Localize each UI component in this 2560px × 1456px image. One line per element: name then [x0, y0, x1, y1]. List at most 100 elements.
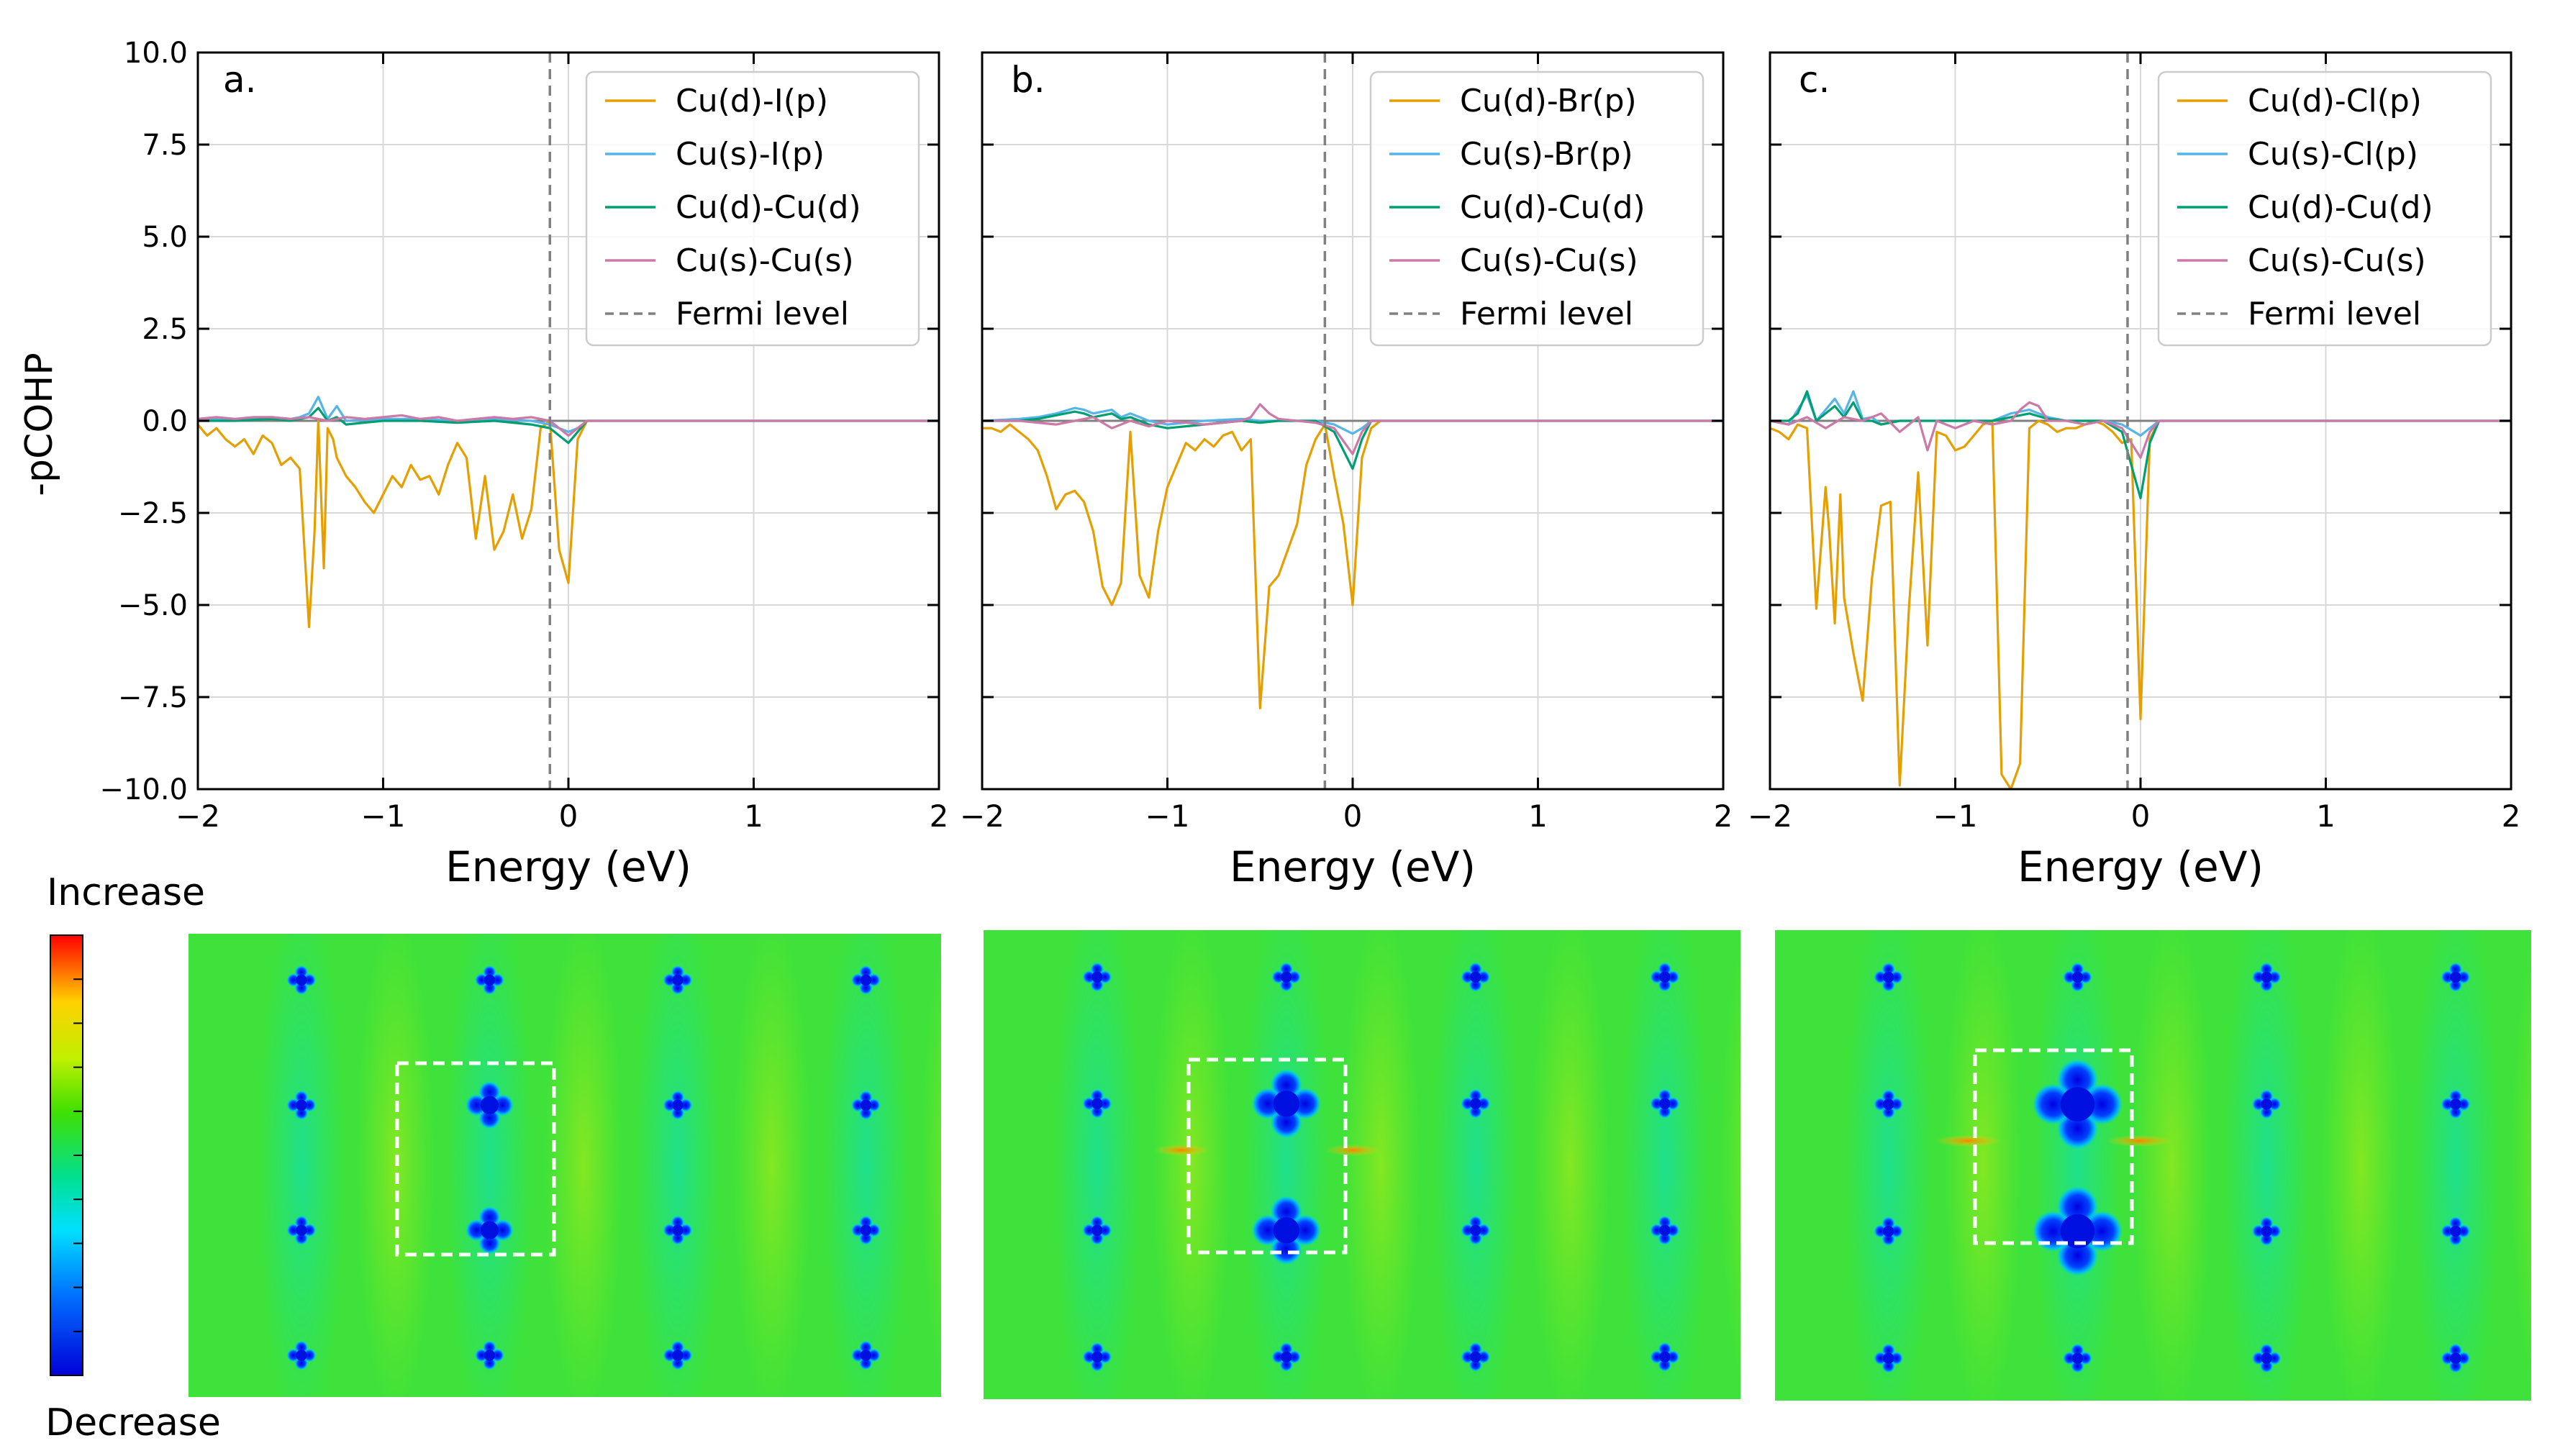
series-line	[982, 403, 1723, 455]
map-atom-lobe	[1874, 970, 1887, 984]
map-atom-lobe	[678, 1098, 693, 1112]
map-atom-core	[484, 1350, 496, 1361]
map-band	[1720, 938, 1740, 1391]
map-atom-core	[2261, 1352, 2272, 1364]
map-atom-core	[2261, 971, 2272, 983]
axis-ticks: −2 −1 0 1 2	[960, 51, 1733, 834]
map-atom-core	[1882, 1098, 1894, 1110]
x-tick-label: −2	[176, 798, 220, 834]
x-tick-label: 0	[559, 798, 578, 834]
map-atom-core	[860, 1099, 872, 1111]
map-atom-lobe	[2456, 970, 2471, 984]
map-atom-lobe	[663, 973, 677, 987]
map-atom-lobe	[678, 1223, 693, 1237]
map-atom-core	[484, 974, 496, 986]
map-atom-lobe	[2251, 970, 2266, 984]
panel-label: a.	[223, 59, 257, 101]
map-atom-lobe	[1461, 1223, 1475, 1237]
legend-entry: Cu(d)-Cu(d)	[2248, 189, 2433, 226]
map-atom-lobe	[867, 1223, 881, 1237]
legend-entry: Cu(s)-Cl(p)	[2248, 136, 2418, 173]
legend-box	[2157, 70, 2492, 347]
map-band	[2223, 930, 2310, 1401]
map-atom-lobe	[491, 973, 504, 987]
map-band	[1621, 930, 1708, 1399]
series-line	[1769, 419, 2161, 791]
map-atom-core	[1882, 1225, 1894, 1237]
y-tick-label: 10.0	[124, 37, 188, 70]
legend-entry: Cu(d)-Cl(p)	[2248, 83, 2422, 119]
series-lines	[196, 53, 939, 789]
legend-entry: Cu(s)-Br(p)	[1460, 136, 1633, 173]
map-atom-lobe	[867, 1098, 881, 1112]
legend-entry: Fermi level	[676, 296, 849, 332]
map-atom-lobe	[1476, 970, 1491, 984]
map-atom-core	[860, 1224, 872, 1236]
map-atom-lobe	[1098, 1350, 1112, 1364]
map-atom-lobe	[302, 1223, 317, 1237]
map-atom-core	[1281, 971, 1292, 983]
map-atom-lobe	[1889, 1097, 1903, 1111]
x-tick-label: 1	[744, 798, 763, 834]
x-tick-label: −2	[960, 798, 1004, 834]
map-atom-lobe	[2441, 1351, 2455, 1365]
map-atom-lobe	[2251, 1224, 2266, 1238]
map-atom-lobe	[1098, 1223, 1112, 1237]
series-lines	[981, 53, 1723, 789]
map-atom-lobe	[851, 1098, 865, 1112]
legend-entry: Cu(s)-Cu(s)	[676, 242, 854, 279]
legend-entry: Cu(s)-Cu(s)	[2248, 242, 2426, 279]
map-atom-lobe	[2267, 1097, 2282, 1111]
map-atom-lobe	[1289, 1088, 1321, 1120]
y-tick-label: −2.5	[118, 497, 188, 530]
map-atom-lobe	[1082, 1223, 1097, 1237]
map-atom-lobe	[2267, 970, 2282, 984]
map-atom-lobe	[2251, 1351, 2266, 1365]
map-atom-core	[672, 974, 684, 986]
map-atom-lobe	[491, 1093, 514, 1116]
map-atom-core	[2261, 1098, 2272, 1110]
charge-density-map-a	[189, 934, 941, 1397]
map-atom-lobe	[851, 973, 865, 987]
map-band	[822, 934, 909, 1397]
x-axis-label: Energy (eV)	[2017, 842, 2264, 891]
legend: Cu(d)-I(p) Cu(s)-I(p) Cu(d)-Cu(d) Cu(s)-Cu(…	[585, 70, 920, 347]
map-atom-lobe	[663, 1223, 677, 1237]
series-line	[982, 419, 1381, 710]
map-atom-core	[296, 1350, 307, 1361]
map-band	[1152, 930, 1232, 1399]
map-atom-lobe	[2079, 1351, 2092, 1365]
map-atom-core	[1091, 1351, 1103, 1363]
map-band	[1053, 930, 1140, 1399]
map-atom-lobe	[851, 1348, 865, 1362]
x-tick-label: 2	[2502, 798, 2521, 834]
map-atom-lobe	[1476, 1223, 1491, 1237]
map-atom-lobe	[1461, 1350, 1475, 1364]
map-band	[1530, 930, 1610, 1399]
map-atom-lobe	[491, 1348, 504, 1362]
map-atom-lobe	[2441, 970, 2455, 984]
map-atom-core	[1470, 1098, 1481, 1109]
x-tick-label: 1	[2316, 798, 2336, 834]
map-atom-lobe	[2032, 1083, 2074, 1125]
map-band	[258, 934, 345, 1397]
map-atom-lobe	[2456, 1224, 2471, 1238]
map-atom-lobe	[1650, 1350, 1664, 1364]
map-atom-lobe	[1889, 1351, 1903, 1365]
map-band	[920, 941, 941, 1390]
map-atom-lobe	[678, 1348, 693, 1362]
map-atom-lobe	[286, 1348, 301, 1362]
x-tick-label: 0	[1343, 798, 1363, 834]
map-band	[1432, 930, 1519, 1399]
charge-density-map-c	[1775, 930, 2531, 1401]
map-atom-lobe	[286, 973, 301, 987]
map-atom-lobe	[1461, 970, 1475, 984]
map-atom-lobe	[1476, 1350, 1491, 1364]
map-atom-lobe	[475, 973, 489, 987]
map-atom-core	[2261, 1225, 2272, 1237]
legend-entry: Cu(d)-Cu(d)	[676, 189, 861, 226]
map-atom-lobe	[2267, 1224, 2282, 1238]
series-line	[982, 410, 1723, 470]
colorbar-ticks	[73, 934, 83, 1376]
